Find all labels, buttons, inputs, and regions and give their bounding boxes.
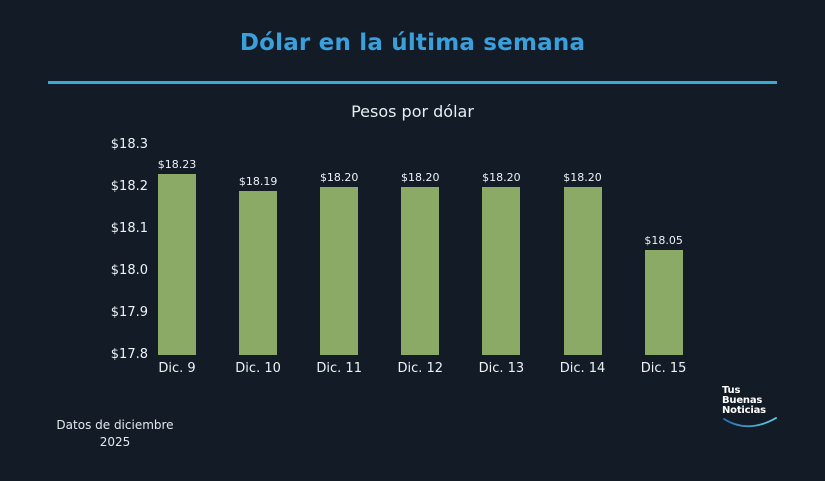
y-tick-label: $17.8 <box>110 347 148 362</box>
bar <box>401 187 440 355</box>
bar-value-label: $18.19 <box>238 175 278 189</box>
x-tick-label: Dic. 11 <box>316 361 362 376</box>
bar <box>320 187 359 355</box>
y-tick-label: $18.2 <box>110 179 148 194</box>
bar <box>158 174 196 355</box>
bar <box>239 191 278 355</box>
x-tick-label: Dic. 13 <box>478 361 525 376</box>
chart-title: Dólar en la última semana <box>239 30 586 56</box>
title-divider <box>48 81 777 84</box>
bar-value-label: $18.23 <box>157 158 197 172</box>
note-line-2: 2025 <box>99 435 131 449</box>
x-tick-label: Dic. 15 <box>640 361 687 376</box>
chart-subtitle: Pesos por dólar <box>351 102 474 121</box>
brand-logo: Tus Buenas Noticias <box>722 386 782 436</box>
y-tick-label: $17.9 <box>110 305 148 320</box>
x-tick-label: Dic. 14 <box>559 361 606 376</box>
smile-arc-icon <box>723 417 777 428</box>
bar <box>563 187 602 355</box>
bar-value-label: $18.20 <box>563 171 602 184</box>
y-tick-label: $18.1 <box>110 221 148 236</box>
y-tick-label: $18.3 <box>110 137 148 152</box>
logo-line-1: Tus <box>722 385 741 396</box>
logo-line-3: Noticias <box>722 405 766 416</box>
data-source-note: Datos de diciembre 2025 <box>40 417 190 451</box>
y-tick-label: $18.0 <box>110 263 148 278</box>
bar-value-label: $18.20 <box>482 171 521 184</box>
bar <box>482 187 521 355</box>
bar-value-label: $18.05 <box>644 234 683 247</box>
x-tick-label: Dic. 9 <box>158 361 196 376</box>
bar <box>644 250 683 355</box>
bar-value-label: $18.20 <box>319 171 359 184</box>
x-tick-label: Dic. 12 <box>397 361 444 376</box>
note-line-1: Datos de diciembre <box>56 418 174 432</box>
bar-value-label: $18.20 <box>401 171 440 184</box>
logo-line-2: Buenas <box>722 395 763 406</box>
x-tick-label: Dic. 10 <box>235 361 281 376</box>
